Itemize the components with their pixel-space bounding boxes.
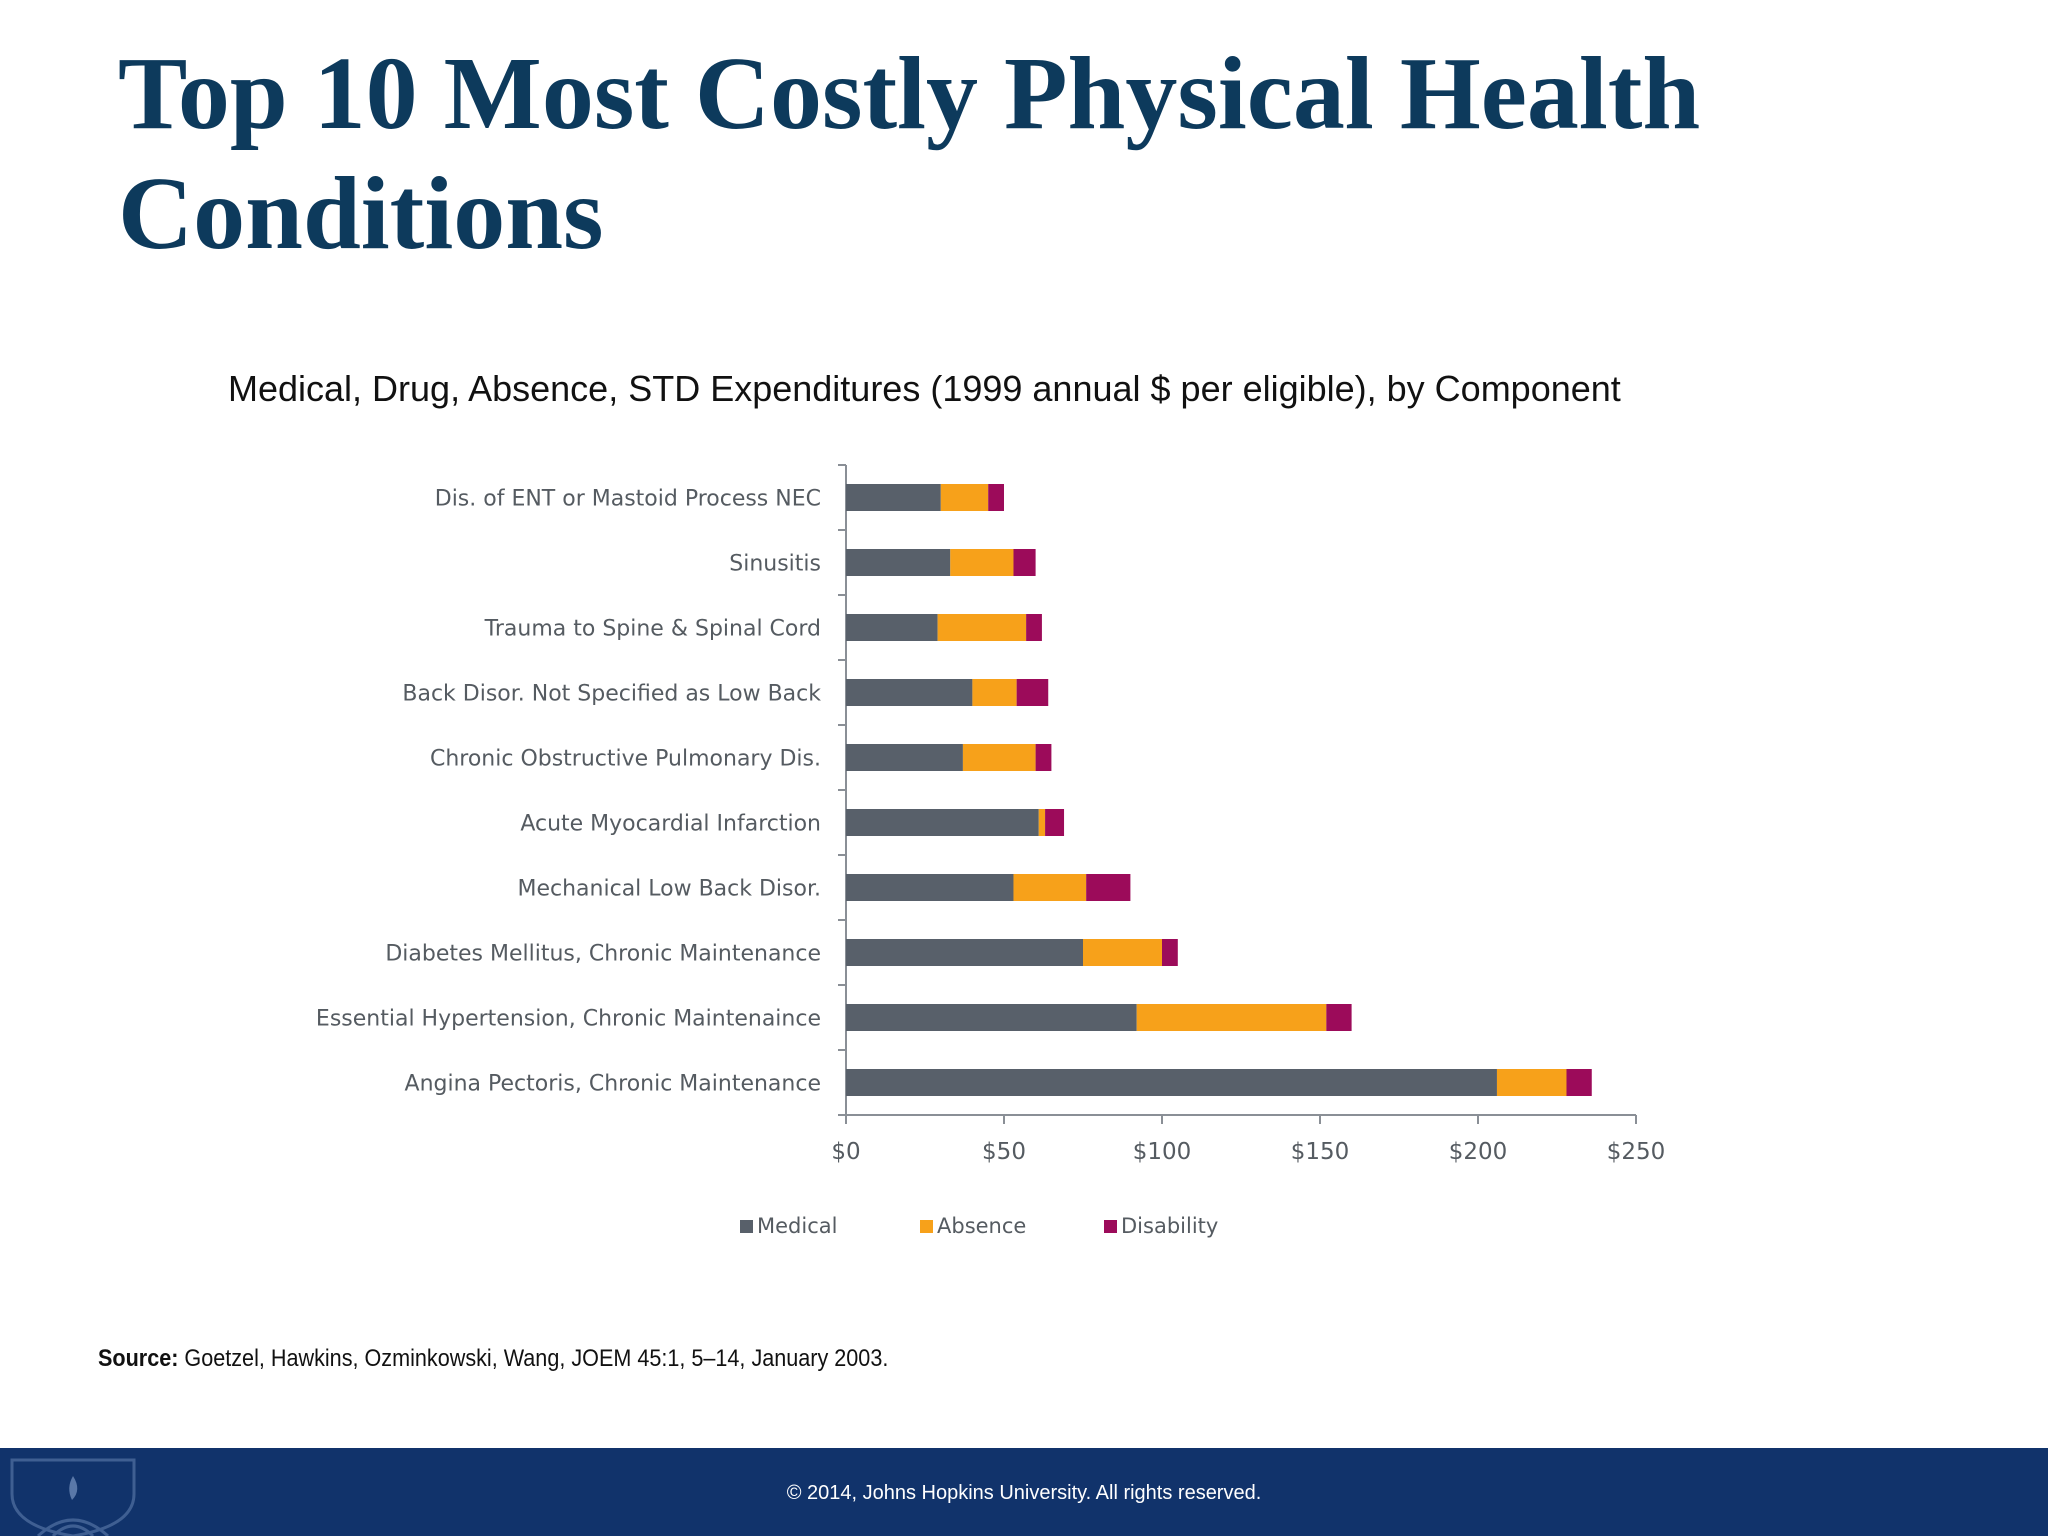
x-tick-label: $150	[1291, 1139, 1350, 1165]
category-label: Dis. of ENT or Mastoid Process NEC	[435, 487, 821, 512]
copyright-text: © 2014, Johns Hopkins University. All ri…	[786, 1482, 1262, 1504]
category-label: Diabetes Mellitus, Chronic Maintenance	[385, 942, 821, 967]
x-tick-label: $50	[982, 1139, 1026, 1165]
category-label: Mechanical Low Back Disor.	[518, 877, 822, 902]
stacked-bar-chart: $0 $50 $100 $150 $200 $250 Dis. of ENT or Mast…	[316, 464, 1666, 1238]
x-tick-label: $250	[1607, 1139, 1666, 1165]
bar-segment-medical	[846, 679, 973, 706]
bar-segment-absence	[1136, 1004, 1327, 1031]
bar-segment-disability	[1016, 679, 1049, 706]
legend-label-medical: Medical	[757, 1214, 837, 1238]
bar-segment-medical	[846, 939, 1083, 966]
legend-swatch-absence	[920, 1220, 933, 1233]
x-tick-label: $0	[831, 1139, 860, 1165]
bar-segment-disability	[1035, 744, 1052, 771]
bar-segment-absence	[937, 614, 1027, 641]
x-tick-label: $100	[1133, 1139, 1192, 1165]
bar-segment-medical	[846, 744, 963, 771]
legend-swatch-medical	[740, 1220, 753, 1233]
category-label: Back Disor. Not Specified as Low Back	[402, 682, 821, 707]
legend-label-absence: Absence	[937, 1214, 1026, 1238]
bar-segment-absence	[1496, 1069, 1567, 1096]
source-citation: Source: Goetzel, Hawkins, Ozminkowski, W…	[98, 1345, 888, 1373]
bar-segment-disability	[1566, 1069, 1592, 1096]
bar-segment-disability	[1026, 614, 1042, 641]
slide-title: Top 10 Most Costly Physical Health Condi…	[118, 36, 1701, 271]
bar-segment-absence	[950, 549, 1014, 576]
bar-segment-disability	[988, 484, 1004, 511]
bar-segment-disability	[1045, 809, 1065, 836]
chart-title: Medical, Drug, Absence, STD Expenditures…	[228, 368, 1621, 409]
category-label: Sinusitis	[729, 552, 821, 577]
category-label: Chronic Obstructive Pulmonary Dis.	[430, 747, 821, 772]
category-label: Trauma to Spine & Spinal Cord	[484, 617, 821, 642]
bar-segment-disability	[1086, 874, 1131, 901]
bar-segment-medical	[846, 874, 1014, 901]
bar-segment-medical	[846, 484, 941, 511]
bar-segment-absence	[1038, 809, 1046, 836]
bar-segment-absence	[972, 679, 1017, 706]
legend-label-disability: Disability	[1121, 1214, 1218, 1238]
bar-segment-absence	[1083, 939, 1162, 966]
bar-segment-medical	[846, 614, 938, 641]
category-label: Angina Pectoris, Chronic Maintenance	[405, 1072, 821, 1097]
bar-segment-disability	[1162, 939, 1178, 966]
bar-segment-medical	[846, 1069, 1497, 1096]
x-tick-label: $200	[1449, 1139, 1508, 1165]
bar-segment-medical	[846, 1004, 1137, 1031]
footer-bar: © 2014, Johns Hopkins University. All ri…	[0, 1448, 2048, 1536]
source-text: Goetzel, Hawkins, Ozminkowski, Wang, JOE…	[184, 1345, 889, 1372]
legend-swatch-disability	[1104, 1220, 1117, 1233]
category-label: Essential Hypertension, Chronic Maintena…	[316, 1007, 821, 1032]
bar-segment-medical	[846, 809, 1039, 836]
source-label: Source:	[98, 1345, 179, 1372]
bar-segment-disability	[1013, 549, 1036, 576]
bar-segment-absence	[1013, 874, 1087, 901]
bar-segment-absence	[962, 744, 1036, 771]
bar-segment-medical	[846, 549, 951, 576]
bar-segment-absence	[940, 484, 989, 511]
category-label: Acute Myocardial Infarction	[520, 812, 821, 837]
bar-segment-disability	[1326, 1004, 1352, 1031]
